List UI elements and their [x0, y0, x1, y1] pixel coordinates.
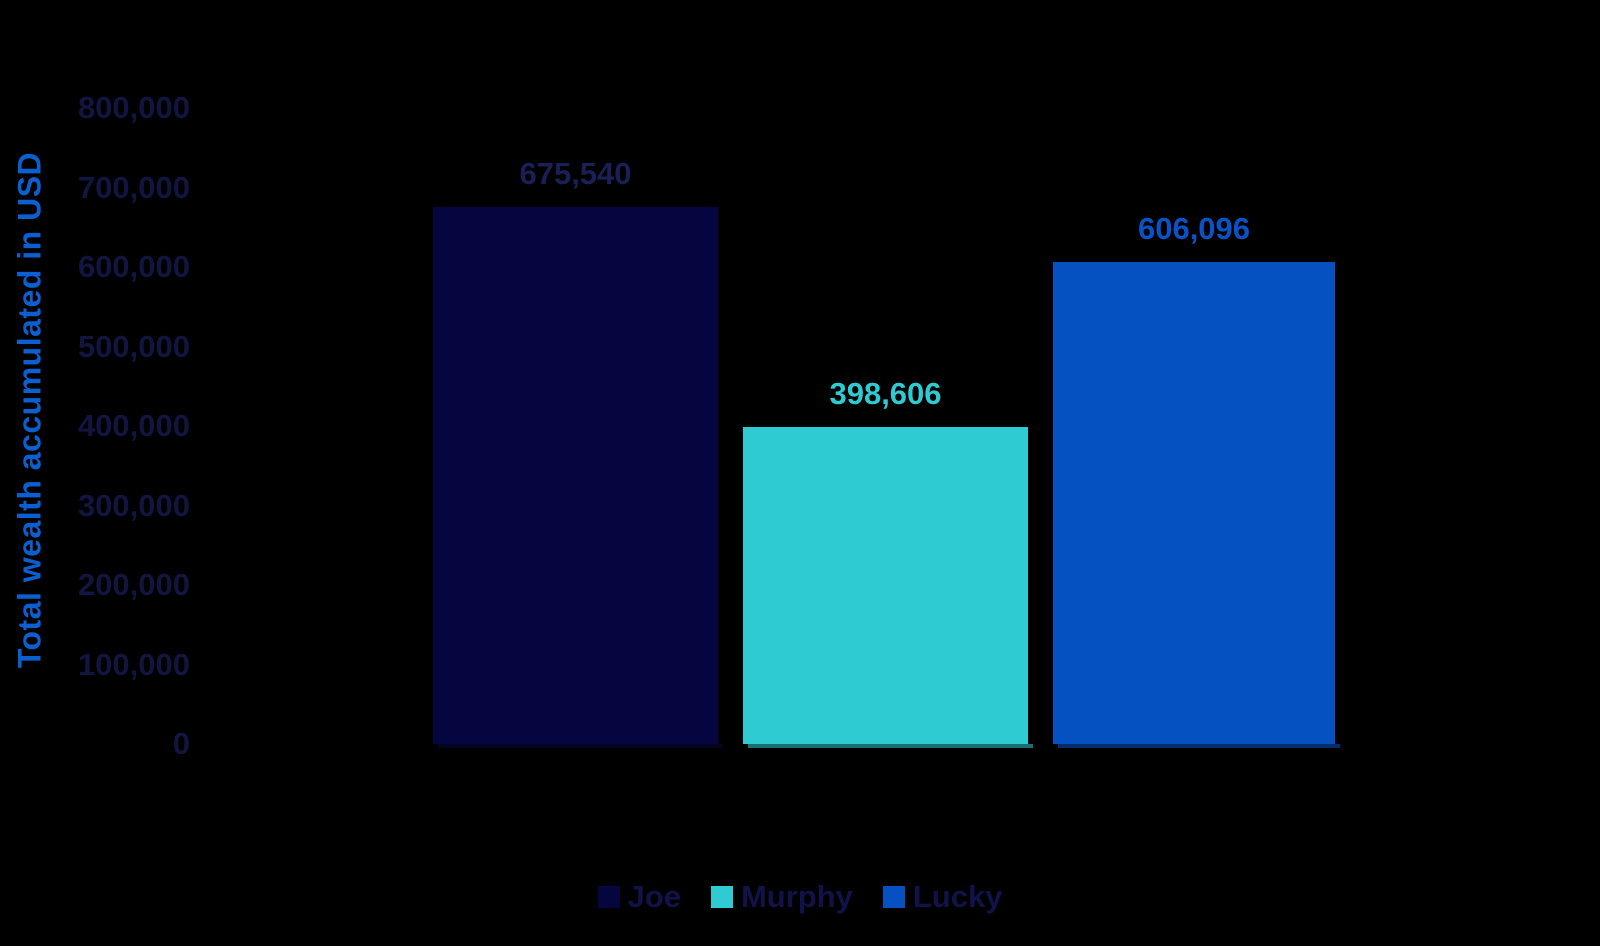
- bar-murphy: [743, 427, 1028, 744]
- legend-swatch-icon: [882, 886, 905, 908]
- legend-item-joe: Joe: [597, 879, 681, 915]
- legend-label: Murphy: [740, 879, 853, 914]
- legend-swatch-icon: [710, 886, 733, 908]
- legend-label: Joe: [627, 879, 681, 914]
- legend-label: Lucky: [912, 879, 1003, 914]
- bar-value-label: 606,096: [1137, 211, 1251, 246]
- y-tick-label: 100,000: [77, 646, 190, 682]
- bar-value-label: 398,606: [829, 376, 942, 411]
- legend-swatch-icon: [597, 886, 620, 908]
- y-tick-label: 300,000: [77, 487, 190, 523]
- y-tick-label: 500,000: [77, 328, 190, 364]
- y-tick-label: 800,000: [77, 90, 190, 125]
- bar-joe: [433, 207, 718, 744]
- y-tick-label: 600,000: [77, 249, 190, 284]
- legend: Joe Murphy Lucky: [0, 875, 1600, 919]
- bar-value-label: 675,540: [519, 156, 632, 191]
- legend-item-lucky: Lucky: [882, 879, 1003, 915]
- bar-shadow: [438, 744, 723, 748]
- bar-shadow: [1058, 744, 1340, 748]
- y-tick-label: 700,000: [77, 169, 190, 205]
- y-tick-label: 200,000: [77, 567, 190, 602]
- legend-item-murphy: Murphy: [710, 879, 853, 915]
- bar-lucky: [1053, 262, 1335, 744]
- y-tick-label: 400,000: [77, 408, 190, 443]
- y-tick-label: 0: [172, 726, 190, 761]
- bar-shadow: [748, 744, 1033, 748]
